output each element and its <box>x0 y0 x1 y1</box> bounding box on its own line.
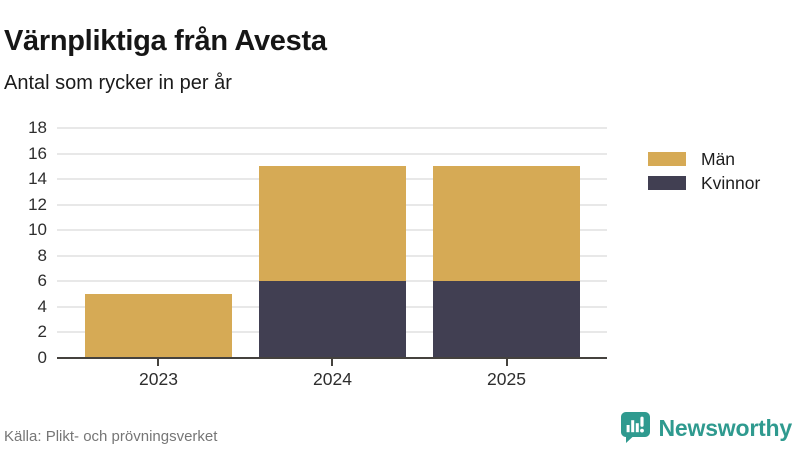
legend-swatch-män <box>648 152 686 166</box>
legend-label-kvinnor: Kvinnor <box>701 172 761 193</box>
x-axis-label-2025: 2025 <box>487 369 526 389</box>
y-axis-label-16: 16 <box>28 143 47 163</box>
bar-män-2024 <box>258 166 406 282</box>
newsworthy-wordmark: Newsworthy <box>658 414 793 441</box>
y-axis-label-14: 14 <box>28 169 47 189</box>
bar-kvinnor-2024 <box>258 281 406 358</box>
chart-subtitle: Antal som rycker in per år <box>4 72 232 94</box>
newsworthy-bubble-chart-icon <box>619 410 652 446</box>
x-axis-tick-2025 <box>505 359 508 366</box>
y-axis-label-10: 10 <box>28 220 47 240</box>
legend-label-män: Män <box>701 148 736 169</box>
y-axis-label-12: 12 <box>28 194 47 214</box>
bar-kvinnor-2025 <box>433 281 580 358</box>
x-axis-tick-2023 <box>157 359 160 366</box>
bar-män-2023 <box>84 294 232 358</box>
y-axis-label-0: 0 <box>37 348 47 367</box>
x-axis-label-2023: 2023 <box>139 369 178 389</box>
newsworthy-logo: Newsworthy <box>619 410 792 446</box>
legend-item-män: Män <box>648 147 760 171</box>
legend: Män Kvinnor <box>648 147 760 195</box>
chart-title: Värnpliktiga från Avesta <box>4 25 327 58</box>
y-axis-label-8: 8 <box>37 245 47 265</box>
gridline-y16 <box>57 152 607 155</box>
source-text: Källa: Plikt- och prövningsverket <box>4 428 218 445</box>
y-axis-label-18: 18 <box>28 118 47 137</box>
bar-män-2025 <box>433 166 580 282</box>
y-axis-label-4: 4 <box>37 296 47 316</box>
legend-item-kvinnor: Kvinnor <box>648 171 760 195</box>
x-axis-tick-2024 <box>331 359 334 366</box>
x-axis-line <box>57 356 607 359</box>
x-axis-label-2024: 2024 <box>313 369 352 389</box>
plot-area: 0 2 4 6 8 10 12 14 16 18 2023 2024 2025 <box>28 118 607 389</box>
y-axis-label-2: 2 <box>37 322 47 342</box>
legend-swatch-kvinnor <box>648 176 686 190</box>
gridline-y18 <box>57 127 607 129</box>
y-axis-label-6: 6 <box>37 271 47 291</box>
